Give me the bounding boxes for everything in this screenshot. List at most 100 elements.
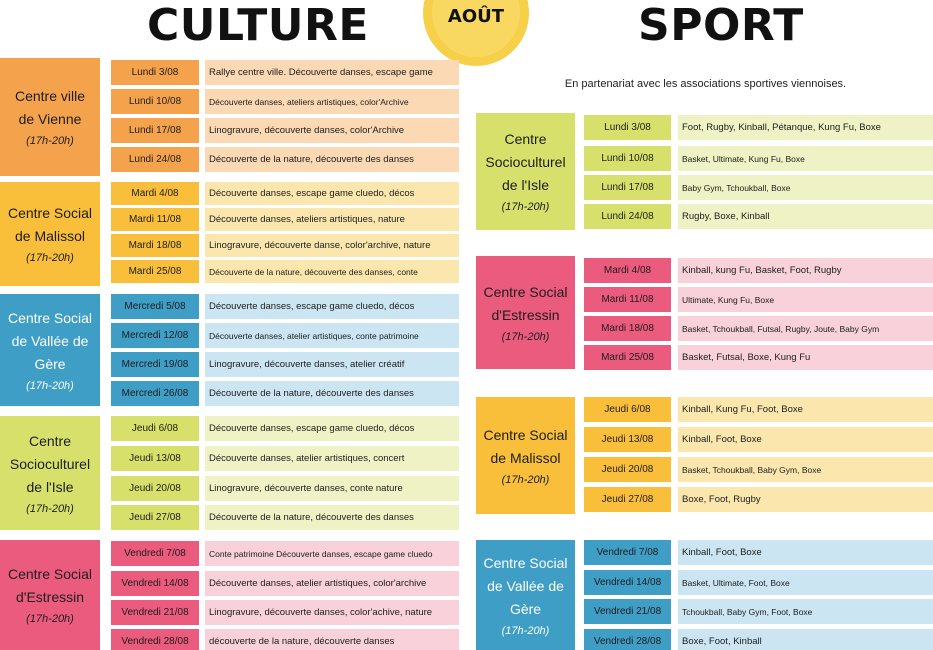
date-cell: Lundi 17/08 [584, 175, 671, 200]
date-cell: Vendredi 7/08 [111, 541, 199, 566]
center-name-line: Centre ville [14, 88, 86, 104]
center-name-line: Centre Social [7, 566, 93, 582]
date-cell: Jeudi 13/08 [584, 427, 671, 452]
activity-cell: Kinball, kung Fu, Basket, Foot, Rugby [678, 258, 933, 283]
date-cell: Lundi 24/08 [584, 204, 671, 229]
date-cell: Mardi 25/08 [584, 345, 671, 370]
center-name-line: Centre Social [7, 309, 93, 326]
date-cell: Jeudi 20/08 [111, 476, 199, 501]
activity-cell: découverte de la nature, découverte dans… [205, 629, 459, 650]
date-cell: Lundi 10/08 [584, 146, 671, 171]
date-cell: Vendredi 21/08 [111, 600, 199, 625]
activity-cell: Boxe, Foot, Kinball [678, 629, 933, 650]
sport-partner-note: En partenariat avec les associations spo… [564, 78, 847, 90]
center-card: Centre Social de Malissol (17h-20h) [0, 182, 100, 286]
activity-cell: Découverte de la nature, découverte des … [205, 505, 459, 530]
activity-cell: Découverte danses, ateliers artistiques,… [205, 208, 459, 231]
activity-cell: Découverte danses, ateliers artistiques,… [205, 89, 459, 114]
center-hours: (17h-20h) [26, 502, 74, 515]
center-name-line: Centre Social [7, 205, 93, 221]
date-cell: Jeudi 20/08 [584, 457, 671, 482]
activity-cell: Baby Gym, Tchoukball, Boxe [678, 175, 933, 200]
date-cell: Mardi 18/08 [111, 234, 199, 257]
center-name-line: Centre [28, 432, 72, 449]
center-card: Centre Social de Vallée de Gère (17h-20h… [0, 294, 100, 406]
sun-badge: AOÛT [423, 0, 529, 66]
activity-cell: Découverte de la nature, découverte des … [205, 381, 459, 406]
activity-cell: Tchoukball, Baby Gym, Foot, Boxe [678, 599, 933, 624]
center-name-line: Gère [34, 355, 66, 372]
center-hours: (17h-20h) [26, 135, 74, 147]
date-cell: Vendredi 7/08 [584, 540, 671, 565]
date-cell: Mardi 25/08 [111, 260, 199, 283]
culture-title: CULTURE [147, 0, 369, 51]
center-hours: (17h-20h) [501, 330, 550, 343]
center-card: Centre Social de Malissol (17h-20h) [476, 397, 575, 514]
center-name-line: d'Estressin [15, 589, 85, 605]
activity-cell: Boxe, Foot, Rugby [678, 487, 933, 512]
center-hours: (17h-20h) [501, 473, 550, 486]
date-cell: Mardi 4/08 [111, 182, 199, 205]
sport-title: SPORT [638, 0, 804, 51]
center-hours: (17h-20h) [501, 624, 550, 637]
center-name-line: de Malissol [14, 228, 86, 244]
date-cell: Mercredi 19/08 [111, 352, 199, 377]
activity-cell: Découverte de la nature, découverte des … [205, 260, 459, 283]
date-cell: Lundi 3/08 [111, 60, 199, 85]
activity-cell: Basket, Tchoukball, Baby Gym, Boxe [678, 457, 933, 482]
center-name-line: de l'Isle [26, 478, 74, 495]
activity-cell: Basket, Ultimate, Kung Fu, Boxe [678, 146, 933, 171]
center-name-line: de Vienne [18, 111, 82, 127]
activity-cell: Foot, Rugby, Kinball, Pétanque, Kung Fu,… [678, 115, 933, 140]
date-cell: Jeudi 13/08 [111, 446, 199, 471]
center-name-line: Socioculturel [485, 154, 566, 170]
activity-cell: Linogravure, découverte danses, color'ac… [205, 600, 459, 625]
activity-cell: Kinball, Foot, Boxe [678, 540, 933, 565]
center-name-line: Centre Social [483, 283, 568, 300]
center-card: Centre Social de Vallée de Gère (17h-20h… [476, 540, 575, 650]
center-name-line: Socioculturel [9, 455, 91, 472]
date-cell: Mercredi 12/08 [111, 323, 199, 348]
center-card: Centre Social d'Estressin (17h-20h) [476, 256, 575, 369]
activity-cell: Linogravure, découverte danses, color'Ar… [205, 118, 459, 143]
date-cell: Lundi 24/08 [111, 147, 199, 172]
center-card: Centre Socioculturel de l'Isle (17h-20h) [0, 416, 100, 530]
activity-cell: Ultimate, Kung Fu, Boxe [678, 287, 933, 312]
date-cell: Lundi 10/08 [111, 89, 199, 114]
center-card: Centre Social d'Estressin (17h-20h) [0, 540, 100, 650]
center-name-line: de Vallée de [487, 577, 564, 594]
date-cell: Jeudi 6/08 [584, 397, 671, 422]
activity-cell: Kinball, Foot, Boxe [678, 427, 933, 452]
activity-cell: Kinball, Kung Fu, Foot, Boxe [678, 397, 933, 422]
center-name-line: Centre Social [483, 426, 568, 443]
center-hours: (17h-20h) [501, 201, 550, 213]
date-cell: Jeudi 27/08 [584, 487, 671, 512]
date-cell: Mardi 11/08 [584, 287, 671, 312]
date-cell: Jeudi 27/08 [111, 505, 199, 530]
month-badge-label: AOÛT [447, 6, 505, 27]
center-hours: (17h-20h) [26, 613, 74, 625]
date-cell: Mercredi 5/08 [111, 294, 199, 319]
activity-cell: Rallye centre ville. Découverte danses, … [205, 60, 459, 85]
center-name-line: de Malissol [490, 449, 561, 466]
activity-cell: Découverte danses, atelier artistiques, … [205, 446, 459, 471]
center-name-line: Gère [509, 600, 542, 617]
date-cell: Vendredi 28/08 [584, 629, 671, 650]
center-name-line: d'Estressin [491, 306, 560, 323]
date-cell: Vendredi 14/08 [584, 570, 671, 595]
activity-cell: Découverte danses, atelier artistiques, … [205, 323, 459, 348]
activity-cell: Basket, Ultimate, Foot, Boxe [678, 570, 933, 595]
activity-cell: Rugby, Boxe, Kinball [678, 204, 933, 229]
center-name-line: de l'Isle [501, 177, 550, 193]
center-card: Centre ville de Vienne (17h-20h) [0, 58, 100, 176]
activity-cell: Basket, Futsal, Boxe, Kung Fu [678, 345, 933, 370]
date-cell: Lundi 17/08 [111, 118, 199, 143]
activity-cell: Basket, Tchoukball, Futsal, Rugby, Joute… [678, 316, 933, 341]
center-hours: (17h-20h) [26, 379, 74, 392]
date-cell: Mardi 11/08 [111, 208, 199, 231]
activity-cell: Découverte danses, escape game cluedo, d… [205, 182, 459, 205]
activity-cell: Linogravure, découverte danses, atelier … [205, 352, 459, 377]
date-cell: Jeudi 6/08 [111, 416, 199, 441]
center-name-line: Centre Social [483, 554, 568, 571]
date-cell: Mercredi 26/08 [111, 381, 199, 406]
